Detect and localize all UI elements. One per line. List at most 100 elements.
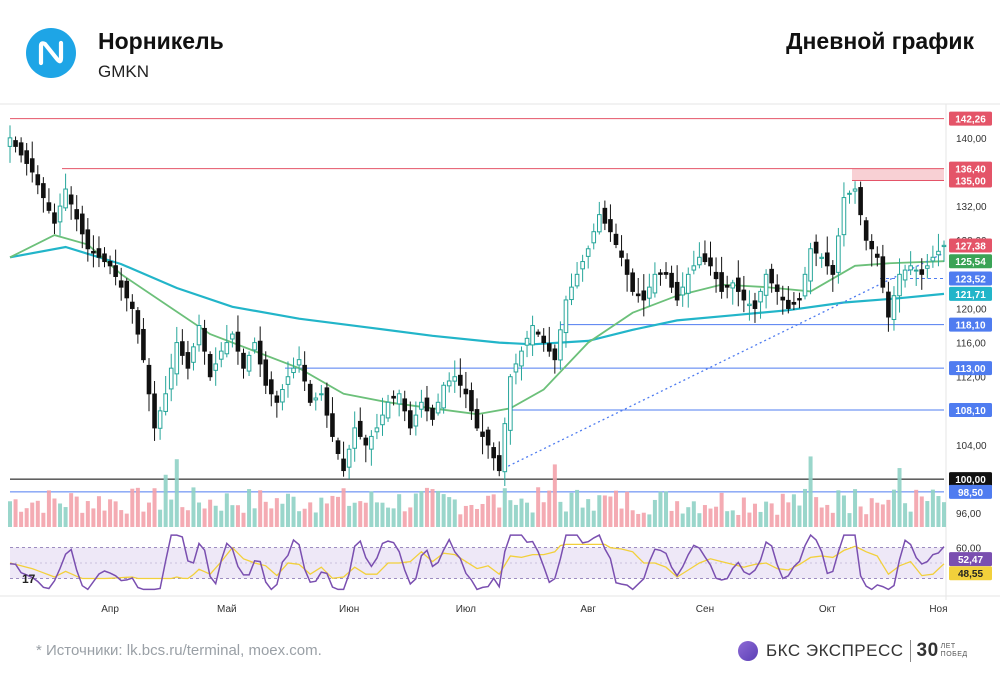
candle-body — [841, 197, 847, 236]
volume-bar — [369, 491, 374, 527]
candle-body — [880, 256, 886, 288]
volume-bar — [52, 498, 57, 527]
volume-bar — [519, 498, 524, 527]
candle-body — [346, 448, 352, 468]
volume-bar — [691, 501, 696, 527]
candle-body — [52, 212, 57, 224]
volume-bar — [441, 494, 446, 527]
rsi-tag-bg — [949, 566, 992, 581]
volume-bar — [758, 511, 763, 527]
price-tag-bg — [949, 472, 992, 487]
price-chart[interactable]: 17 140,00132,00128,00124,00120,00116,001… — [0, 0, 1000, 620]
x-tick-label: Окт — [819, 604, 836, 615]
rsi-tag: 52,47 — [958, 555, 983, 566]
candle-body — [491, 447, 496, 459]
volume-bar — [46, 490, 51, 527]
candle-body — [808, 248, 813, 282]
volume-bar — [374, 502, 379, 527]
volume-bar — [919, 496, 924, 527]
candle-body — [285, 376, 291, 385]
price-tag-135-00: 135,00 — [955, 177, 986, 188]
volume-bar — [680, 513, 685, 527]
candle-body — [635, 293, 641, 297]
candle-body — [730, 282, 736, 289]
candle-body — [374, 427, 380, 433]
candle-body — [224, 342, 230, 355]
volume-bar — [741, 497, 746, 527]
candle-body — [29, 158, 35, 173]
candle-body — [685, 273, 691, 294]
volume-bar — [13, 499, 18, 527]
volume-bar — [814, 497, 819, 527]
candle-body — [858, 187, 863, 216]
volume-bar — [942, 502, 946, 527]
volume-bar — [447, 497, 452, 527]
volume-bar — [269, 508, 274, 527]
volume-bar — [830, 512, 835, 527]
candle-body — [157, 410, 163, 429]
volume-bar — [547, 490, 552, 527]
candle-body — [502, 423, 508, 473]
candle-body — [152, 393, 157, 429]
volume-bar — [219, 510, 224, 527]
candle-body — [786, 299, 791, 309]
volume-bar — [280, 503, 285, 527]
candle-body — [508, 376, 513, 431]
candle-body — [919, 269, 925, 275]
volume-bar — [819, 507, 824, 527]
volume-bar — [775, 514, 780, 527]
volume-bar — [230, 505, 235, 527]
candle-body — [330, 413, 335, 437]
candle-body — [96, 248, 102, 258]
candle-body — [424, 397, 430, 412]
candle-body — [380, 414, 385, 426]
volume-bar — [213, 505, 218, 527]
volume-bar — [363, 502, 368, 527]
candle-body — [446, 380, 452, 387]
volume-bar — [74, 496, 79, 527]
candle-body — [619, 250, 624, 258]
volume-bar — [452, 499, 457, 527]
volume-bar — [530, 512, 535, 527]
volume-bar — [113, 501, 118, 527]
candle-body — [741, 289, 747, 301]
candle-body — [902, 269, 908, 281]
volume-bar — [180, 507, 185, 527]
candle-body — [897, 273, 902, 297]
candle-body — [774, 284, 780, 292]
candle-body — [146, 364, 152, 395]
volume-bar — [552, 464, 557, 527]
volume-bar — [341, 488, 346, 527]
candle-body — [319, 393, 324, 396]
candle-body — [396, 393, 402, 405]
volume-bar — [163, 474, 168, 527]
x-tick-label: Сен — [696, 604, 714, 615]
candle-body — [213, 363, 219, 371]
volume-bar — [908, 511, 913, 527]
candle-body — [708, 257, 713, 267]
volume-bar — [336, 496, 341, 527]
candle-body — [641, 290, 647, 301]
candle-body — [697, 256, 702, 266]
candle-body — [235, 331, 241, 352]
volume-bar — [235, 505, 240, 527]
volume-bar — [469, 504, 474, 527]
candle-body — [46, 202, 52, 211]
price-tag-bg — [949, 402, 992, 417]
candle-body — [191, 346, 196, 363]
candle-body — [524, 337, 530, 346]
resistance-zone — [852, 168, 944, 181]
volume-bar — [897, 468, 902, 527]
volume-bar — [808, 456, 813, 527]
volume-bar — [330, 495, 335, 527]
volume-bar — [652, 499, 657, 527]
volume-bar — [541, 502, 546, 527]
price-tag-bg — [949, 161, 992, 176]
candle-body — [413, 414, 419, 427]
volume-bar — [597, 495, 602, 527]
volume-bar — [436, 490, 441, 527]
candle-body — [341, 458, 346, 472]
y-tick-label: 140,00 — [956, 134, 987, 145]
candle-body — [702, 253, 708, 263]
ticker-symbol: GMKN — [98, 62, 149, 81]
